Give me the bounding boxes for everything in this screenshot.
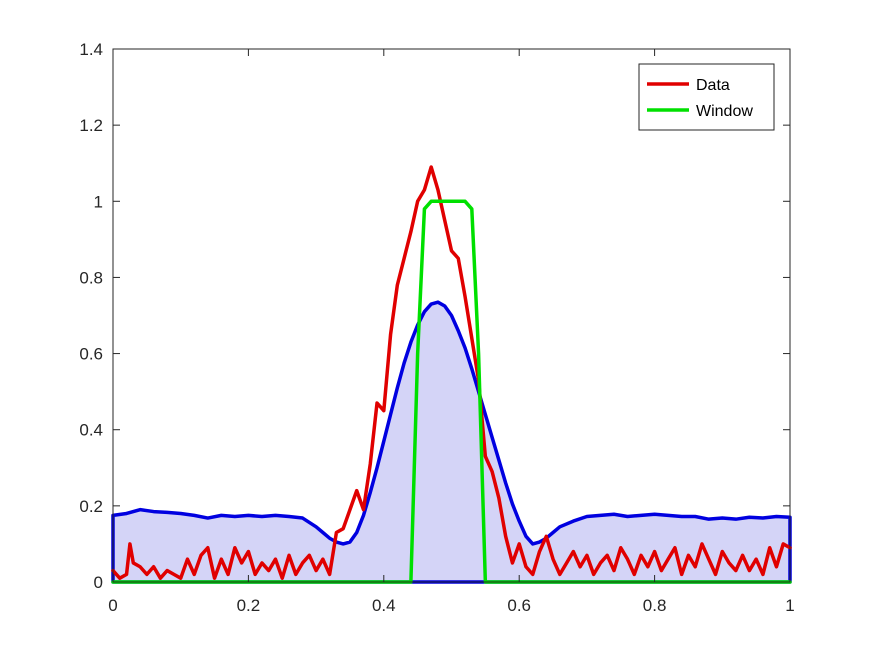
y-tick-label: 1.2 (79, 116, 103, 135)
y-tick-label: 0.4 (79, 421, 103, 440)
y-tick-label: 1 (94, 192, 103, 211)
y-tick-label: 0.2 (79, 497, 103, 516)
x-tick-label: 0.8 (643, 596, 667, 615)
x-tick-label: 1 (785, 596, 794, 615)
legend-label-window: Window (696, 103, 753, 120)
legend: Data Window (638, 63, 775, 131)
series-2-area (111, 300, 792, 584)
legend-box (638, 63, 775, 131)
y-tick-label: 1.4 (79, 40, 103, 59)
x-tick-label: 0.4 (372, 596, 396, 615)
y-tick-label: 0 (94, 573, 103, 592)
series-data-line (111, 165, 792, 580)
y-tick-label: 0.6 (79, 345, 103, 364)
x-tick-label: 0.6 (507, 596, 531, 615)
legend-label-data: Data (696, 77, 730, 94)
tick-layer: 0 0.2 0.4 0.6 0.8 1 0 0.2 0.4 0.6 0.8 1 1.2 1.4 (79, 40, 794, 615)
x-tick-label: 0 (108, 596, 117, 615)
plot-frame (112, 48, 791, 583)
x-tick-label: 0.2 (237, 596, 261, 615)
y-tick-label: 0.8 (79, 268, 103, 287)
